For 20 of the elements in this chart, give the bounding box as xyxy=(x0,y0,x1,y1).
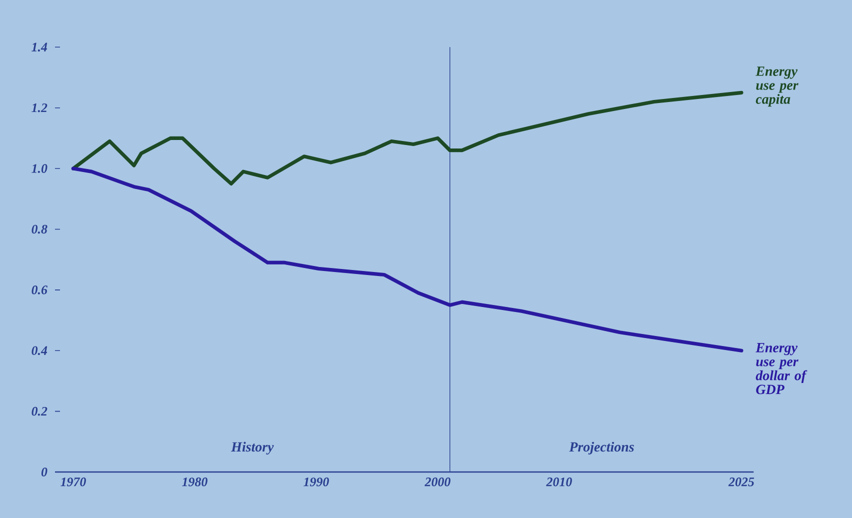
series-label: Energy use per dollar of GDP xyxy=(756,343,808,394)
x-tick-label: 2025 xyxy=(728,478,754,486)
x-tick-label: 1990 xyxy=(304,478,329,486)
annotation: History xyxy=(231,442,274,454)
x-tick-label: 1970 xyxy=(60,478,86,486)
line-series xyxy=(71,90,744,186)
y-tick-label: 0.2 xyxy=(32,406,48,416)
x-tick-label: 2010 xyxy=(546,478,572,486)
x-tick-label: 1980 xyxy=(182,478,208,486)
y-tick-label: 0 xyxy=(41,468,48,476)
y-tick-label: 0.6 xyxy=(32,286,48,294)
y-tick-label: 0.8 xyxy=(32,224,48,234)
y-tick-label: 1.2 xyxy=(32,103,48,112)
annotation: Projections xyxy=(569,442,634,454)
series-label: Energy use per capita xyxy=(756,66,798,107)
y-tick-label: 0.4 xyxy=(32,346,48,356)
y-tick-label: 1.0 xyxy=(32,164,48,173)
y-tick-label: 1.4 xyxy=(32,42,48,52)
x-tick-label: 2000 xyxy=(424,478,450,486)
line-series xyxy=(71,166,744,352)
